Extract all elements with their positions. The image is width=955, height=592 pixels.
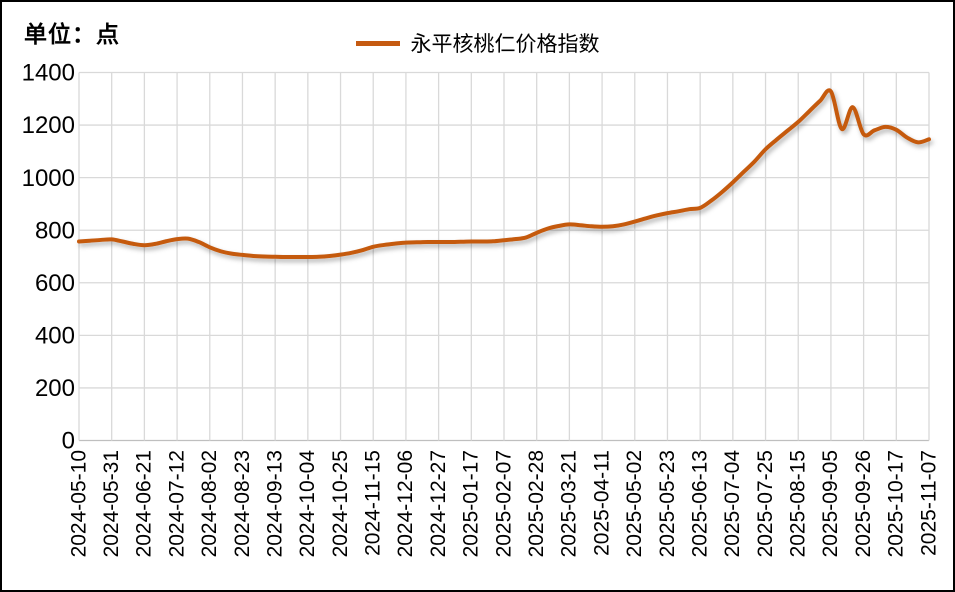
x-tick-label: 2025-07-04 (721, 450, 744, 558)
x-tick-label: 2025-03-21 (558, 450, 581, 557)
y-tick-label: 1000 (22, 165, 75, 192)
x-tick-label: 2024-12-06 (394, 450, 417, 557)
y-tick-label: 0 (62, 428, 75, 455)
x-tick-label: 2024-06-21 (133, 450, 156, 557)
x-tick-label: 2025-08-15 (787, 450, 810, 557)
x-tick-label: 2025-06-13 (688, 450, 711, 557)
series-line (77, 88, 931, 260)
x-tick-label: 2025-02-28 (525, 450, 548, 557)
x-tick-label: 2024-05-31 (100, 450, 123, 557)
y-tick-label: 600 (35, 270, 75, 297)
y-tick-label: 200 (35, 375, 75, 402)
x-tick-label: 2024-09-13 (263, 450, 286, 557)
legend-series-label: 永平核桃仁价格指数 (410, 33, 600, 56)
x-tick-label: 2025-04-11 (590, 450, 613, 556)
x-tick-label: 2024-08-23 (231, 450, 254, 557)
x-tick-label: 2025-11-07 (917, 450, 940, 556)
x-tick-label: 2024-07-12 (165, 450, 188, 557)
legend-line-swatch (355, 40, 400, 46)
x-tick-label: 2024-10-04 (296, 450, 319, 558)
y-tick-label: 1200 (22, 112, 75, 139)
x-tick-label: 2024-12-27 (427, 450, 450, 557)
legend: 永平核桃仁价格指数 (355, 28, 600, 58)
unit-label: 单位：点 (24, 21, 120, 47)
y-tick-label: 1400 (22, 60, 75, 87)
y-tick-label: 400 (35, 323, 75, 350)
x-tick-label: 2025-07-25 (754, 450, 777, 557)
x-tick-label: 2025-05-02 (623, 450, 646, 557)
x-tick-label: 2025-05-23 (656, 450, 679, 557)
x-tick-label: 2024-11-15 (362, 450, 385, 556)
x-tick-label: 2024-10-25 (329, 450, 352, 557)
x-tick-label: 2024-08-02 (198, 450, 221, 557)
x-tick-label: 2025-01-17 (460, 450, 483, 557)
y-tick-label: 800 (35, 217, 75, 244)
x-tick-label: 2025-10-17 (885, 450, 908, 557)
x-tick-label: 2024-05-10 (67, 450, 90, 557)
x-tick-label: 2025-09-26 (852, 450, 875, 557)
x-tick-label: 2025-02-07 (492, 450, 515, 557)
x-tick-label: 2025-09-05 (819, 450, 842, 557)
